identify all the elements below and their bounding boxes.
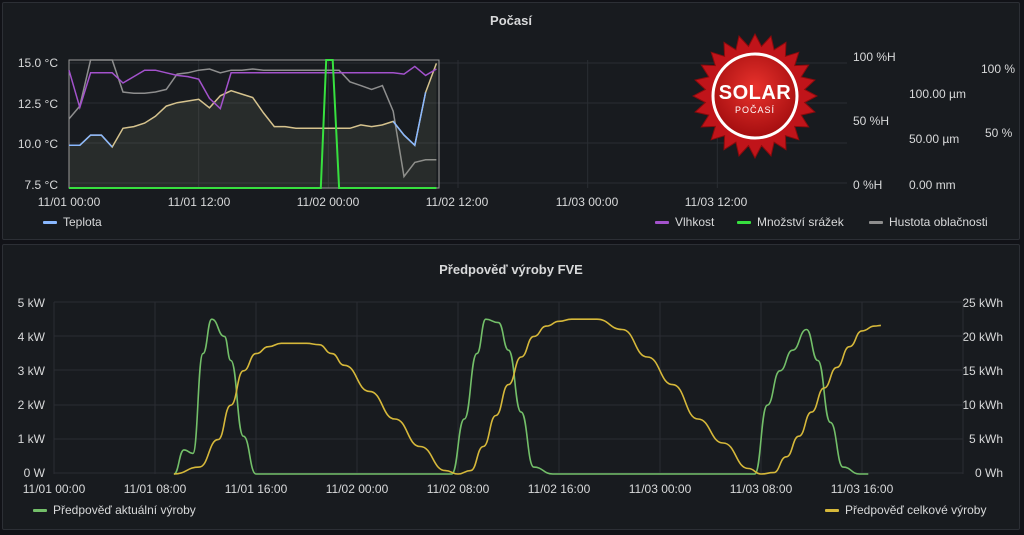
aktualni-vyroba-line (173, 318, 869, 475)
fve-chart: 5 kW 4 kW 3 kW 2 kW 1 kW 0 W 25 kWh 20 k… (18, 296, 1003, 496)
weather-x-axis: 11/01 00:00 11/01 12:00 11/02 00:00 11/0… (38, 195, 748, 209)
legend-item-aktualni-vyroba[interactable]: Předpověď aktuální výroby (33, 503, 196, 517)
srazky-line (69, 59, 437, 189)
legend-swatch (869, 220, 883, 224)
y-tick-label: 0 W (24, 466, 46, 480)
x-tick-label: 11/01 08:00 (124, 482, 187, 496)
y-tick-label: 15 kWh (962, 364, 1003, 378)
logo-word-pocasi: POČASÍ (735, 105, 775, 115)
teplota-line (69, 63, 438, 149)
x-tick-label: 11/01 00:00 (23, 482, 86, 496)
y-tick-label: 0.00 mm (909, 178, 956, 192)
weather-series (68, 59, 438, 189)
logo-disc (711, 52, 799, 140)
y-tick-label: 20 kWh (962, 330, 1003, 344)
y-tick-label: 50.00 µm (909, 132, 959, 146)
x-tick-label: 11/02 00:00 (297, 195, 360, 209)
y-tick-label: 25 kWh (962, 296, 1003, 310)
legend-swatch (655, 220, 669, 224)
x-tick-label: 11/01 12:00 (168, 195, 231, 209)
legend-label: Hustota oblačnosti (889, 215, 988, 229)
y-tick-label: 50 % (985, 126, 1013, 140)
x-tick-label: 11/03 08:00 (730, 482, 793, 496)
logo-word-solar: SOLAR (719, 82, 792, 104)
legend-item-oblacnost[interactable]: Hustota oblačnosti (869, 215, 988, 229)
weather-chart: 15.0 °C 12.5 °C 10.0 °C 7.5 °C 100 %H 50… (18, 50, 1016, 209)
energy-axis: 25 kWh 20 kWh 15 kWh 10 kWh 5 kWh 0 Wh (962, 296, 1003, 480)
y-tick-label: 50 %H (853, 114, 889, 128)
y-tick-label: 5 kW (18, 296, 46, 310)
fve-grid (53, 301, 964, 474)
y-tick-label: 5 kWh (969, 432, 1003, 446)
x-tick-label: 11/01 16:00 (225, 482, 288, 496)
y-tick-label: 2 kW (18, 398, 46, 412)
legend-item-teplota[interactable]: Teplota (43, 215, 102, 229)
x-tick-label: 11/01 00:00 (38, 195, 101, 209)
x-tick-label: 11/03 16:00 (831, 482, 894, 496)
y-tick-label: 7.5 °C (25, 178, 59, 192)
y-tick-label: 100 % (981, 62, 1015, 76)
celkova-vyroba-line (173, 318, 881, 475)
fve-panel: Předpověď výroby FVE 5 kW 4 kW 3 kW 2 kW… (2, 244, 1020, 530)
solar-pocasi-logo: SOLAR POČASÍ (692, 33, 818, 159)
x-tick-label: 11/02 00:00 (326, 482, 389, 496)
y-tick-label: 4 kW (18, 330, 46, 344)
teplota-line-segment (69, 134, 113, 148)
teplota-line-segment (392, 92, 427, 147)
y-tick-label: 15.0 °C (18, 56, 58, 70)
oblacnost-line (68, 59, 437, 179)
y-tick-label: 3 kW (18, 364, 46, 378)
legend-swatch (33, 508, 47, 512)
weather-panel-title[interactable]: Počasí (490, 13, 532, 28)
y-tick-label: 100 %H (853, 50, 896, 64)
legend-item-celkova-vyroba[interactable]: Předpověď celkové výroby (825, 503, 986, 517)
legend-swatch (825, 508, 839, 512)
x-tick-label: 11/03 00:00 (629, 482, 692, 496)
fve-series (173, 318, 881, 475)
legend-label: Předpověď aktuální výroby (53, 503, 196, 517)
y-tick-label: 100.00 µm (909, 87, 966, 101)
x-tick-label: 11/02 12:00 (426, 195, 489, 209)
y-tick-label: 10 kWh (962, 398, 1003, 412)
legend-label: Teplota (63, 215, 102, 229)
legend-item-vlhkost[interactable]: Vlhkost (655, 215, 714, 229)
legend-label: Vlhkost (675, 215, 715, 229)
teplota-area (69, 63, 437, 188)
x-tick-label: 11/03 12:00 (685, 195, 748, 209)
temp-axis: 15.0 °C 12.5 °C 10.0 °C 7.5 °C (18, 56, 58, 192)
power-axis: 5 kW 4 kW 3 kW 2 kW 1 kW 0 W (18, 296, 46, 480)
fve-panel-title[interactable]: Předpověď výroby FVE (439, 262, 583, 277)
fve-x-axis: 11/01 00:00 11/01 08:00 11/01 16:00 11/0… (23, 482, 894, 496)
legend-label: Předpověď celkové výroby (845, 503, 987, 517)
legend-swatch (737, 220, 751, 224)
weather-panel: Počasí 15.0 °C 12.5 °C 10.0 °C 7.5 °C 10… (2, 2, 1020, 240)
cloud-axis: 100 % 50 % (981, 62, 1015, 140)
legend-item-srazky[interactable]: Množství srážek (737, 215, 844, 229)
x-tick-label: 11/02 16:00 (528, 482, 591, 496)
x-tick-label: 11/02 08:00 (427, 482, 490, 496)
y-tick-label: 10.0 °C (18, 137, 58, 151)
y-tick-label: 0 %H (853, 178, 882, 192)
legend-swatch (43, 220, 57, 224)
x-tick-label: 11/03 00:00 (556, 195, 619, 209)
legend-label: Množství srážek (757, 215, 844, 229)
y-tick-label: 0 Wh (975, 466, 1003, 480)
y-tick-label: 12.5 °C (18, 97, 58, 111)
humidity-axis: 100 %H 50 %H 0 %H (853, 50, 896, 192)
precip-axis: 100.00 µm 50.00 µm 0.00 mm (909, 87, 966, 192)
vlhkost-line (68, 65, 437, 111)
y-tick-label: 1 kW (18, 432, 46, 446)
